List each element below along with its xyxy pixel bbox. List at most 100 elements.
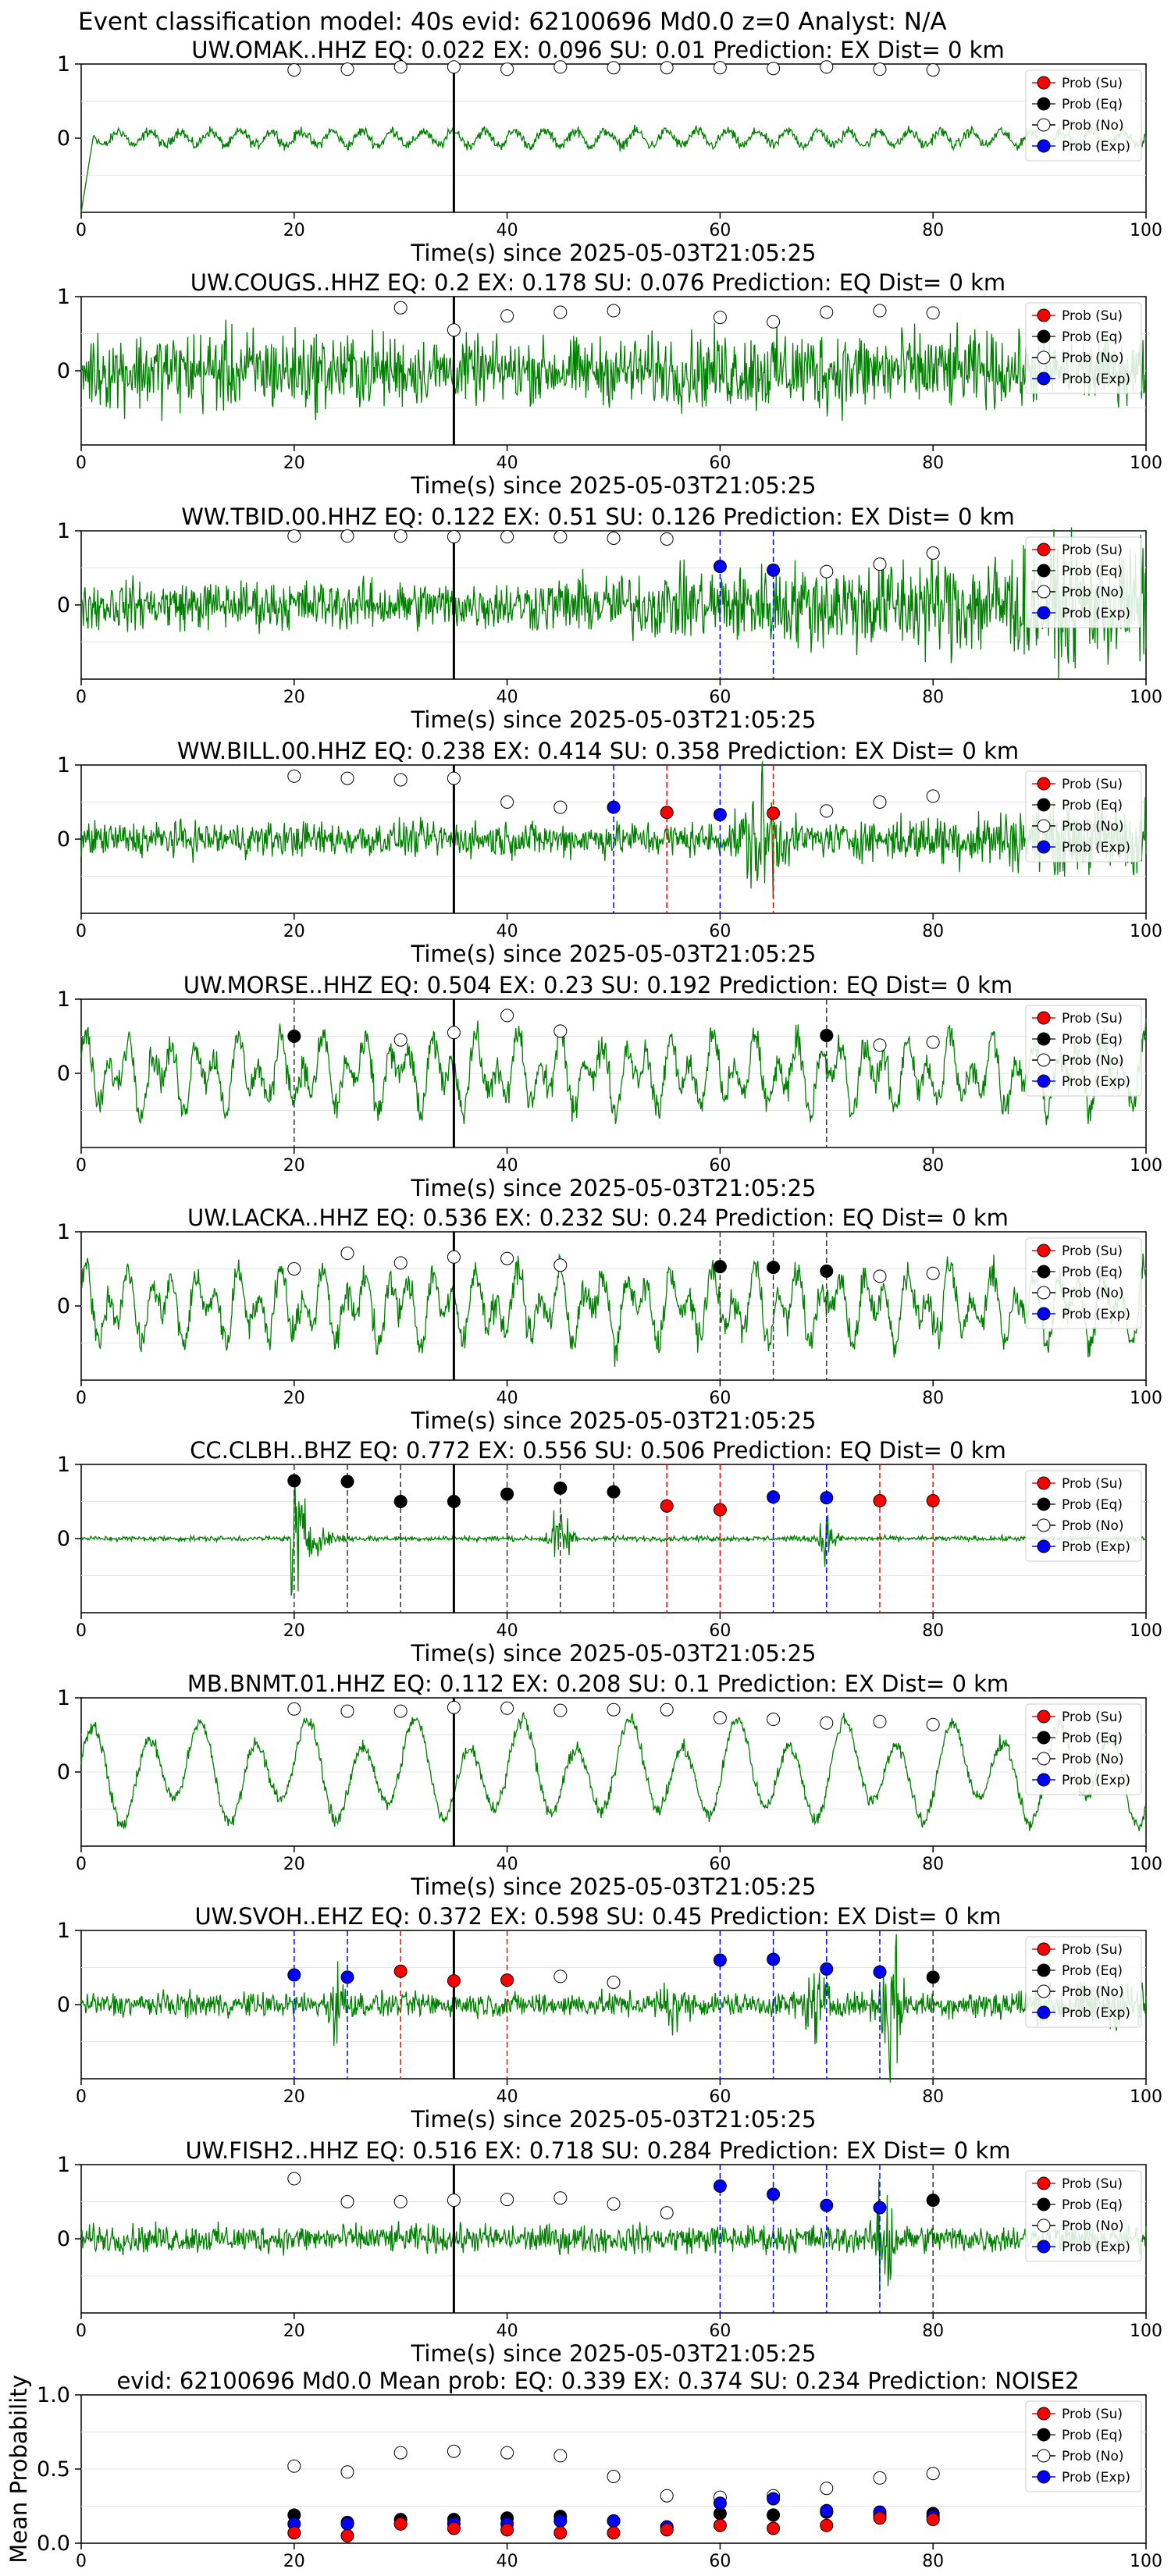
legend-marker-su	[1037, 2176, 1051, 2190]
x-axis-label: Time(s) since 2025-05-03T21:05:25	[411, 240, 817, 266]
x-tick-label: 60	[709, 688, 731, 707]
mean-prob-marker-exp	[767, 2492, 781, 2506]
y-axis-label: Mean Probability	[5, 2375, 32, 2564]
waveform-trace	[80, 2179, 1147, 2292]
prob-marker-no	[873, 557, 887, 571]
legend-marker-no	[1037, 1984, 1051, 1998]
prob-marker-exp	[713, 808, 727, 822]
legend-box	[1025, 1936, 1142, 2028]
prob-marker-eq	[287, 1474, 301, 1488]
x-tick-label: 60	[709, 2087, 731, 2107]
prob-marker-no	[553, 2191, 568, 2205]
prob-marker-no	[447, 323, 461, 337]
x-tick-label: 0	[76, 2322, 87, 2341]
legend-label: Prob (Su)	[1062, 1942, 1123, 1958]
legend-label: Prob (No)	[1062, 1518, 1124, 1534]
legend-label: Prob (Exp)	[1062, 1307, 1130, 1322]
prob-marker-su	[660, 806, 674, 820]
prob-marker-no	[287, 769, 301, 783]
prob-marker-no	[713, 1711, 727, 1725]
legend-box	[1025, 1703, 1142, 1795]
x-tick-label: 40	[497, 922, 518, 941]
legend-marker-eq	[1037, 329, 1051, 343]
prob-marker-exp	[713, 2179, 727, 2194]
x-tick-label: 100	[1130, 1389, 1162, 1408]
legend-marker-eq	[1037, 97, 1051, 111]
legend-label: Prob (No)	[1062, 585, 1124, 600]
prob-marker-no	[926, 306, 940, 320]
legend-marker-exp	[1037, 139, 1051, 153]
x-tick-label: 100	[1130, 922, 1162, 941]
mean-prob-marker-no	[500, 2446, 514, 2460]
legend-label: Prob (Eq)	[1062, 1963, 1123, 1979]
panel-2: UW.COUGS..HHZ EQ: 0.2 EX: 0.178 SU: 0.07…	[57, 269, 1162, 499]
mean-prob-marker-exp	[607, 2514, 621, 2528]
figure-header: Event classification model: 40s evid: 62…	[78, 8, 947, 36]
legend-marker-exp	[1037, 1773, 1051, 1787]
prob-marker-no	[926, 546, 940, 560]
prob-marker-no	[447, 1250, 461, 1264]
prob-marker-no	[500, 1009, 514, 1023]
waveform-trace	[80, 1253, 1147, 1368]
x-tick-label: 20	[283, 1389, 305, 1408]
legend-label: Prob (Exp)	[1062, 840, 1130, 856]
x-tick-label: 20	[283, 688, 305, 707]
y-tick-label: 0.5	[37, 2457, 70, 2482]
mean-prob-marker-exp	[713, 2496, 727, 2510]
legend-marker-no	[1037, 350, 1051, 365]
prob-marker-eq	[767, 1261, 781, 1275]
prob-marker-exp	[820, 1491, 834, 1505]
legend-label: Prob (Su)	[1062, 1710, 1123, 1725]
x-tick-label: 20	[283, 922, 305, 941]
mean-prob-marker-su	[660, 2523, 674, 2537]
prob-marker-su	[500, 1973, 514, 1987]
y-tick-label: 0.0	[37, 2532, 70, 2556]
prob-marker-no	[660, 1703, 674, 1717]
x-tick-label: 40	[497, 1389, 518, 1408]
x-tick-label: 80	[922, 1156, 944, 1176]
x-axis-label: Time(s) since 2025-05-03T21:05:25	[411, 1407, 817, 1434]
prob-marker-no	[447, 60, 461, 74]
mean-prob-marker-exp	[553, 2514, 568, 2528]
y-tick-label: 0	[57, 1062, 70, 1086]
legend-marker-su	[1037, 308, 1051, 322]
prob-marker-exp	[873, 1965, 887, 1979]
prob-marker-su	[447, 1974, 461, 1988]
mean-prob-marker-su	[873, 2511, 887, 2525]
mean-prob-marker-no	[340, 2465, 354, 2479]
panel-7: CC.CLBH..BHZ EQ: 0.772 EX: 0.556 SU: 0.5…	[57, 1437, 1162, 1667]
prob-marker-no	[820, 804, 834, 818]
legend-marker-exp	[1037, 2005, 1051, 2019]
legend-marker-exp	[1037, 840, 1051, 854]
prob-marker-no	[340, 62, 354, 76]
y-tick-label: 1	[57, 285, 70, 309]
legend-marker-su	[1037, 777, 1051, 791]
prob-marker-eq	[607, 1485, 621, 1499]
prob-marker-no	[500, 2193, 514, 2207]
legend-marker-su	[1037, 2407, 1051, 2421]
x-tick-label: 0	[76, 1621, 87, 1641]
y-tick-label: 1	[57, 1919, 70, 1943]
legend-marker-exp	[1037, 372, 1051, 386]
panel-5: UW.MORSE..HHZ EQ: 0.504 EX: 0.23 SU: 0.1…	[57, 972, 1162, 1201]
prob-marker-no	[873, 1714, 887, 1728]
prob-marker-eq	[553, 1481, 568, 1495]
panel-title: evid: 62100696 Md0.0 Mean prob: EQ: 0.33…	[116, 2368, 1079, 2394]
x-tick-label: 100	[1130, 221, 1162, 240]
prob-marker-no	[500, 309, 514, 323]
x-tick-label: 100	[1130, 454, 1162, 473]
legend-marker-no	[1037, 819, 1051, 833]
panel-3: WW.TBID.00.HHZ EQ: 0.122 EX: 0.51 SU: 0.…	[57, 503, 1162, 733]
legend-marker-no	[1037, 1752, 1051, 1766]
legend-label: Prob (Eq)	[1062, 97, 1123, 112]
prob-marker-no	[873, 304, 887, 318]
prob-marker-no	[393, 773, 408, 787]
prob-marker-no	[820, 305, 834, 319]
legend-marker-exp	[1037, 2240, 1051, 2254]
panel-title: UW.COUGS..HHZ EQ: 0.2 EX: 0.178 SU: 0.07…	[190, 269, 1005, 296]
legend-label: Prob (Exp)	[1062, 2470, 1130, 2485]
mean-prob-marker-no	[926, 2467, 940, 2481]
legend-label: Prob (No)	[1062, 350, 1124, 366]
x-tick-label: 40	[497, 1855, 518, 1874]
x-tick-label: 80	[922, 2552, 944, 2571]
